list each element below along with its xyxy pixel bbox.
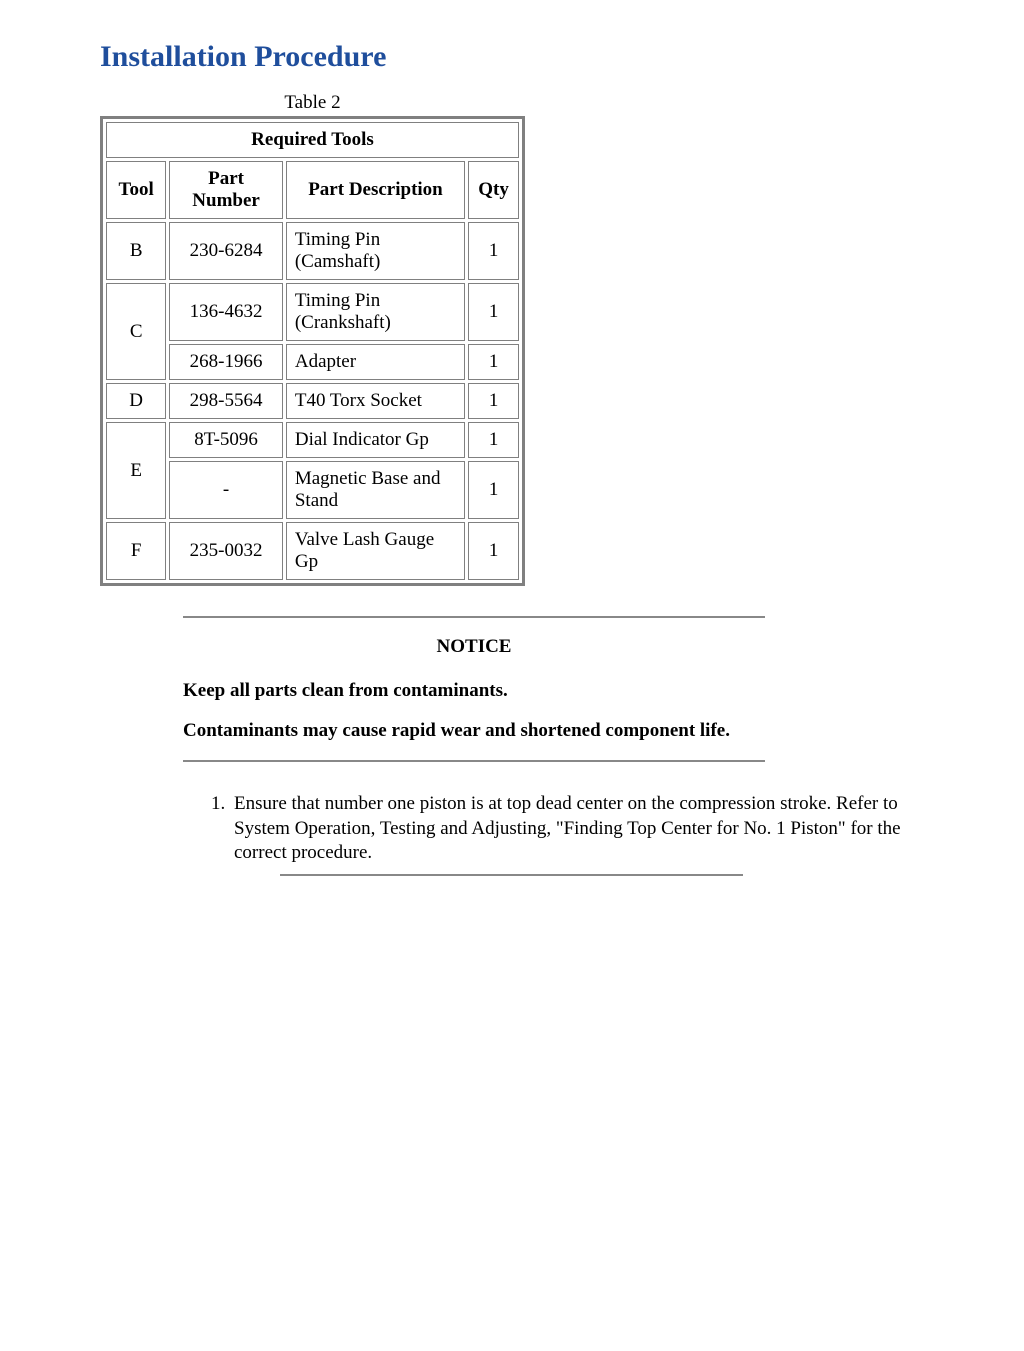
cell-qty: 1 bbox=[468, 461, 519, 519]
col-header-qty: Qty bbox=[468, 161, 519, 219]
table-row: D298-5564T40 Torx Socket1 bbox=[106, 383, 519, 419]
notice-block: NOTICE Keep all parts clean from contami… bbox=[183, 616, 765, 762]
cell-part-number: - bbox=[169, 461, 283, 519]
table-body: B230-6284Timing Pin (Camshaft)1C136-4632… bbox=[106, 222, 519, 580]
cell-description: Magnetic Base and Stand bbox=[286, 461, 465, 519]
cell-qty: 1 bbox=[468, 522, 519, 580]
notice-line: Contaminants may cause rapid wear and sh… bbox=[183, 720, 765, 742]
cell-qty: 1 bbox=[468, 222, 519, 280]
notice-line: Keep all parts clean from contaminants. bbox=[183, 680, 765, 702]
page-title: Installation Procedure bbox=[100, 40, 924, 74]
table-row: 268-1966Adapter1 bbox=[106, 344, 519, 380]
table-row: -Magnetic Base and Stand1 bbox=[106, 461, 519, 519]
cell-tool: E bbox=[106, 422, 166, 519]
table-title: Required Tools bbox=[106, 122, 519, 158]
table-row: B230-6284Timing Pin (Camshaft)1 bbox=[106, 222, 519, 280]
cell-description: Dial Indicator Gp bbox=[286, 422, 465, 458]
cell-part-number: 230-6284 bbox=[169, 222, 283, 280]
notice-rule-bottom bbox=[183, 760, 765, 762]
table-row: F235-0032Valve Lash Gauge Gp1 bbox=[106, 522, 519, 580]
cell-description: T40 Torx Socket bbox=[286, 383, 465, 419]
step-item: Ensure that number one piston is at top … bbox=[230, 792, 924, 876]
col-header-tool: Tool bbox=[106, 161, 166, 219]
notice-body: Keep all parts clean from contaminants. C… bbox=[183, 680, 765, 742]
notice-rule-top bbox=[183, 616, 765, 618]
table-caption: Table 2 bbox=[100, 92, 525, 114]
step-rule bbox=[280, 874, 743, 876]
cell-part-number: 235-0032 bbox=[169, 522, 283, 580]
cell-tool: C bbox=[106, 283, 166, 380]
procedure-steps: Ensure that number one piston is at top … bbox=[100, 792, 924, 876]
col-header-description: Part Description bbox=[286, 161, 465, 219]
cell-description: Adapter bbox=[286, 344, 465, 380]
table-row: C136-4632Timing Pin (Crankshaft)1 bbox=[106, 283, 519, 341]
col-header-part-number: Part Number bbox=[169, 161, 283, 219]
cell-qty: 1 bbox=[468, 422, 519, 458]
cell-part-number: 136-4632 bbox=[169, 283, 283, 341]
table-row: E8T-5096Dial Indicator Gp1 bbox=[106, 422, 519, 458]
cell-description: Timing Pin (Camshaft) bbox=[286, 222, 465, 280]
required-tools-table: Required Tools Tool Part Number Part Des… bbox=[100, 116, 525, 586]
cell-part-number: 268-1966 bbox=[169, 344, 283, 380]
cell-tool: B bbox=[106, 222, 166, 280]
cell-tool: F bbox=[106, 522, 166, 580]
cell-part-number: 298-5564 bbox=[169, 383, 283, 419]
cell-description: Valve Lash Gauge Gp bbox=[286, 522, 465, 580]
cell-part-number: 8T-5096 bbox=[169, 422, 283, 458]
cell-qty: 1 bbox=[468, 344, 519, 380]
notice-heading: NOTICE bbox=[183, 636, 765, 658]
cell-qty: 1 bbox=[468, 383, 519, 419]
cell-qty: 1 bbox=[468, 283, 519, 341]
cell-description: Timing Pin (Crankshaft) bbox=[286, 283, 465, 341]
cell-tool: D bbox=[106, 383, 166, 419]
